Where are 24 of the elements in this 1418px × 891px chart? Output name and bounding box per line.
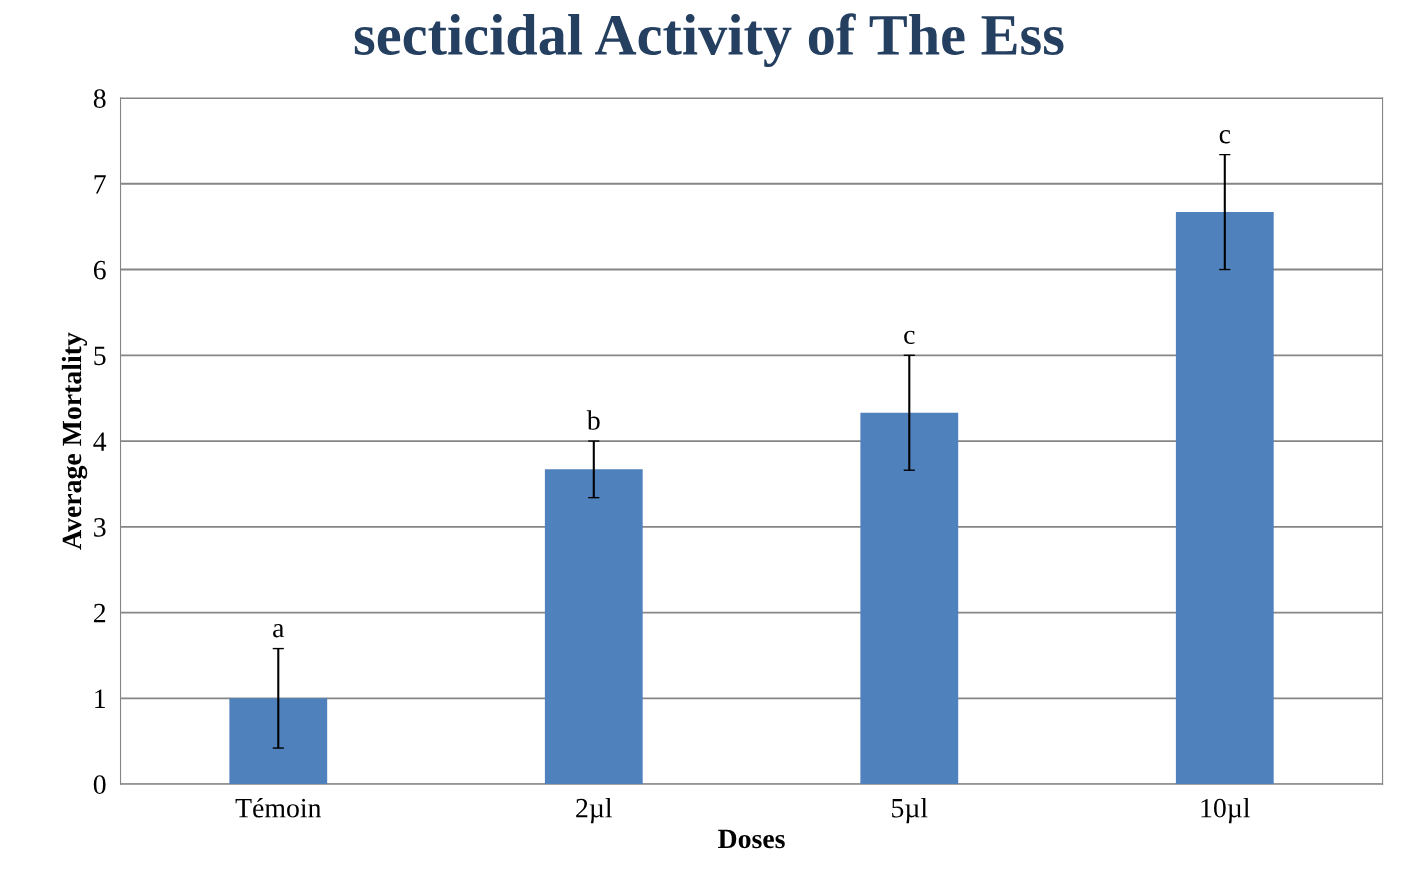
y-tick-label: 3	[94, 518, 106, 537]
y-tick-label: 0	[93, 775, 106, 794]
bar	[229, 698, 328, 785]
x-tick-label: 2µl	[576, 797, 613, 824]
annotation: c	[904, 330, 915, 345]
y-tick-label: 5	[94, 346, 106, 366]
annotation: c	[1219, 130, 1231, 144]
chart-title: secticidal Activity of The Ess	[354, 13, 1064, 68]
y-axis-title: Average Mortality	[61, 332, 88, 550]
y-tick-label: 1	[95, 689, 105, 708]
y-tick-label: 8	[93, 89, 106, 108]
y-tick-label: 2	[93, 603, 106, 623]
annotation: b	[586, 410, 600, 430]
x-axis-title: Doses	[718, 829, 785, 849]
bar	[1175, 212, 1274, 785]
x-tick-label: Témoin	[235, 797, 322, 818]
annotation: a	[273, 624, 285, 638]
x-tick-label: 5µl	[892, 797, 928, 824]
y-tick-label: 6	[93, 260, 106, 280]
bar	[860, 412, 959, 785]
bar	[544, 469, 643, 785]
y-tick-label: 7	[94, 175, 106, 194]
x-tick-label: 10µl	[1201, 797, 1250, 824]
y-tick-label: 4	[93, 432, 107, 451]
